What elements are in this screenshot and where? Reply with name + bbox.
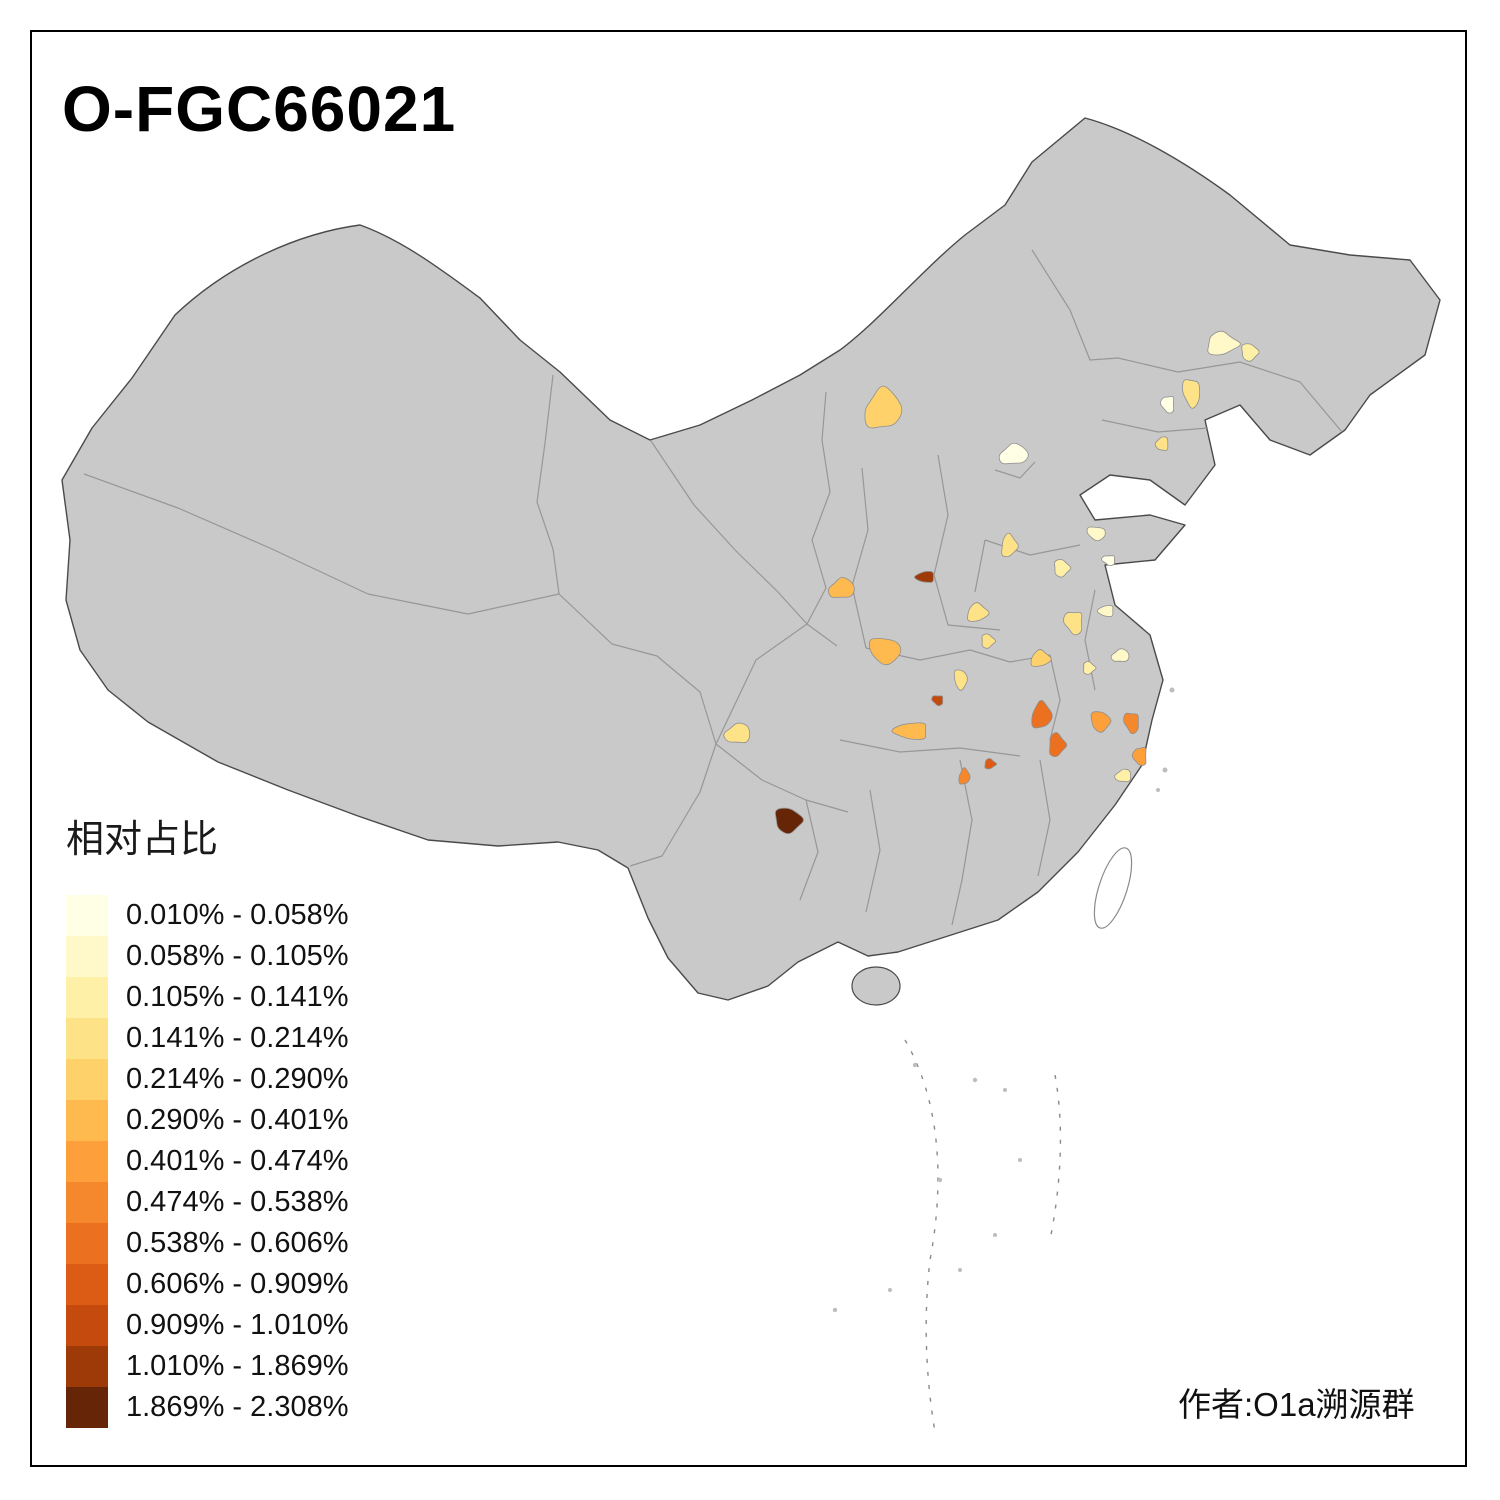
- legend-item: 0.474% - 0.538%: [66, 1182, 348, 1223]
- legend-color-swatch: [66, 1182, 108, 1223]
- legend-item: 0.105% - 0.141%: [66, 977, 348, 1018]
- plot-frame: [30, 30, 1467, 1467]
- map-region-patch: [958, 767, 971, 785]
- legend-color-swatch: [66, 895, 108, 936]
- hainan-island: [851, 966, 901, 1006]
- taiwan-island: [1093, 847, 1133, 929]
- map-region-patch: [953, 669, 968, 691]
- legend-color-swatch: [66, 1305, 108, 1346]
- map-region-patch: [1096, 605, 1114, 617]
- map-region-patch: [1110, 648, 1130, 662]
- south-china-sea-boundary: [904, 1039, 1062, 1433]
- map-region-patch: [1049, 732, 1068, 757]
- legend-item: 0.401% - 0.474%: [66, 1141, 348, 1182]
- map-region-patch: [931, 695, 944, 707]
- legend-label: 0.105% - 0.141%: [126, 981, 349, 1013]
- page-title: O-FGC66021: [62, 73, 457, 145]
- legend-label: 0.474% - 0.538%: [126, 1186, 349, 1218]
- legend-item: 0.606% - 0.909%: [66, 1264, 348, 1305]
- legend-label: 0.141% - 0.214%: [126, 1022, 349, 1054]
- legend-label: 0.538% - 0.606%: [126, 1227, 349, 1259]
- map-region-patch: [723, 722, 751, 744]
- legend-color-swatch: [66, 936, 108, 977]
- map-region-patch: [774, 807, 804, 835]
- legend-item: 0.290% - 0.401%: [66, 1100, 348, 1141]
- map-region-patch: [891, 722, 927, 740]
- legend-item: 1.869% - 2.308%: [66, 1387, 348, 1428]
- legend-label: 0.909% - 1.010%: [126, 1309, 349, 1341]
- legend-color-swatch: [66, 1346, 108, 1387]
- map-region-patch: [1030, 649, 1052, 667]
- sea-islets: [832, 687, 1175, 1313]
- legend-item: 1.010% - 1.869%: [66, 1346, 348, 1387]
- province-borders: [83, 249, 1343, 926]
- legend: 相对占比 0.010% - 0.058% 0.058% - 0.105% 0.105…: [66, 808, 348, 1428]
- map-region-patch: [967, 602, 990, 622]
- map-region-patch: [1241, 343, 1260, 362]
- map-region-patch: [1086, 526, 1106, 542]
- legend-label: 0.401% - 0.474%: [126, 1145, 349, 1177]
- legend-color-swatch: [66, 977, 108, 1018]
- map-region-patch: [1207, 330, 1241, 356]
- map-region-patch: [1083, 661, 1097, 675]
- legend-item: 0.141% - 0.214%: [66, 1018, 348, 1059]
- map-region-patch: [998, 442, 1029, 465]
- map-region-patch: [1123, 712, 1139, 735]
- map-region-patch: [1063, 611, 1083, 636]
- legend-label: 0.214% - 0.290%: [126, 1063, 349, 1095]
- map-region-patch: [981, 633, 996, 649]
- legend-color-swatch: [66, 1141, 108, 1182]
- legend-item: 0.909% - 1.010%: [66, 1305, 348, 1346]
- legend-color-swatch: [66, 1264, 108, 1305]
- legend-color-swatch: [66, 1387, 108, 1428]
- choropleth-patches: [723, 330, 1260, 835]
- legend-label: 0.010% - 0.058%: [126, 899, 349, 931]
- map-region-patch: [1160, 396, 1175, 414]
- map-region-patch: [1090, 711, 1112, 733]
- legend-color-swatch: [66, 1059, 108, 1100]
- china-mainland-outline: [61, 117, 1441, 1001]
- map-region-patch: [1131, 747, 1147, 766]
- map-region-patch: [1001, 532, 1019, 558]
- map-region-patch: [1154, 436, 1169, 451]
- legend-item: 0.010% - 0.058%: [66, 895, 348, 936]
- map-region-patch: [1054, 559, 1072, 578]
- legend-item: 0.214% - 0.290%: [66, 1059, 348, 1100]
- legend-label: 0.058% - 0.105%: [126, 940, 349, 972]
- map-region-patch: [914, 570, 934, 583]
- legend-color-swatch: [66, 1100, 108, 1141]
- legend-color-swatch: [66, 1018, 108, 1059]
- map-region-patch: [827, 577, 855, 598]
- legend-label: 1.869% - 2.308%: [126, 1391, 349, 1423]
- map-region-patch: [868, 637, 902, 666]
- map-region-patch: [1101, 555, 1115, 566]
- legend-label: 0.606% - 0.909%: [126, 1268, 349, 1300]
- legend-label: 0.290% - 0.401%: [126, 1104, 349, 1136]
- attribution: 作者:O1a溯源群: [1178, 1386, 1415, 1423]
- legend-title: 相对占比: [66, 819, 219, 861]
- map-region-patch: [1114, 768, 1132, 783]
- legend-item: 0.538% - 0.606%: [66, 1223, 348, 1264]
- map-region-patch: [1182, 379, 1201, 409]
- legend-color-swatch: [66, 1223, 108, 1264]
- map-region-patch: [984, 758, 997, 770]
- map-region-patch: [864, 385, 903, 429]
- legend-item: 0.058% - 0.105%: [66, 936, 348, 977]
- map-region-patch: [1031, 700, 1053, 729]
- legend-items: 0.010% - 0.058% 0.058% - 0.105% 0.105% - 0…: [66, 895, 348, 1428]
- legend-label: 1.010% - 1.869%: [126, 1350, 349, 1382]
